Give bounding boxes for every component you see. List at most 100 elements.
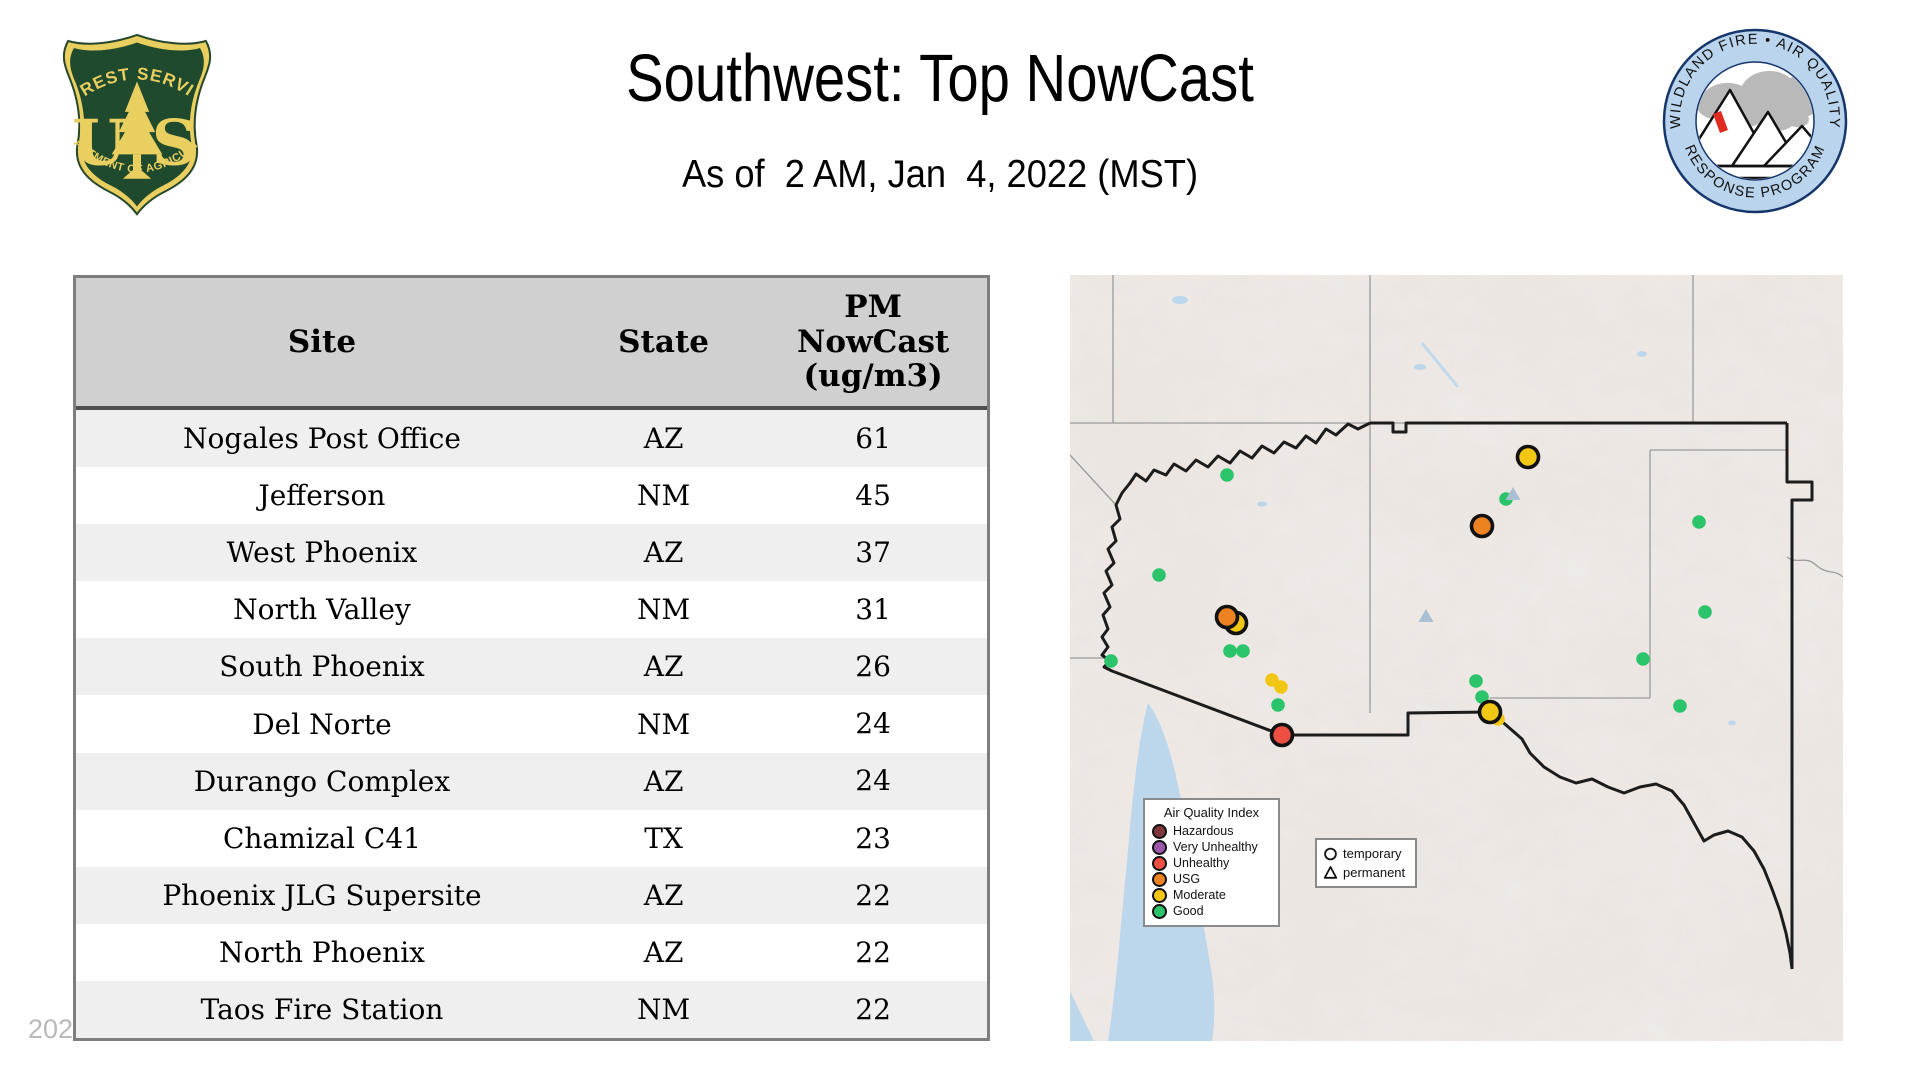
marker-good [1673, 699, 1687, 713]
site-cell: West Phoenix [226, 536, 418, 570]
aqi-legend-label: USG [1173, 872, 1201, 886]
site-cell: Phoenix JLG Supersite [162, 878, 482, 912]
usg-dot-icon [1152, 871, 1167, 887]
good-dot-icon [1152, 903, 1167, 919]
site-table-body: Nogales Post Office AZ 61 Jefferson NM 45 West… [76, 410, 987, 1039]
column-header-value: PM NowCast (ug/m3) [796, 288, 950, 395]
marker-good [1104, 654, 1118, 668]
site-cell: North Valley [233, 593, 411, 627]
temporary-circle-icon [1324, 847, 1337, 861]
marker-usg-ringed [1214, 604, 1240, 630]
aqi-legend-item-hazardous: Hazardous [1152, 823, 1271, 839]
marker-good [1271, 698, 1285, 712]
state-cell: AZ [643, 536, 684, 570]
aqi-legend-item-moderate: Moderate [1152, 887, 1271, 903]
marker-moderate-ringed [1515, 444, 1541, 470]
slide-header: Southwest: Top NowCast As of 2 AM, Jan 4… [230, 40, 1650, 197]
state-cell: AZ [643, 764, 684, 798]
site-cell: Durango Complex [193, 764, 451, 798]
usfs-letter-u: U [72, 106, 127, 180]
moderate-dot-icon [1152, 887, 1167, 903]
wfaqrp-logo: WILDLAND FIRE • AIR QUALITY RESPONSE PRO… [1660, 26, 1850, 221]
aqi-legend-title: Air Quality Index [1163, 805, 1260, 820]
state-cell: AZ [643, 878, 684, 912]
permanent-label: permanent [1343, 865, 1406, 880]
page-subtitle: As of 2 AM, Jan 4, 2022 (MST) [681, 153, 1199, 196]
table-row: Nogales Post Office AZ 61 [76, 410, 987, 468]
site-cell: Nogales Post Office [183, 422, 461, 456]
marker-good [1220, 468, 1234, 482]
aqi-legend: Air Quality Index Hazardous Very Unhealth… [1143, 798, 1280, 927]
marker-good [1698, 605, 1712, 619]
aqi-legend-label: Good [1173, 904, 1204, 918]
table-row: Chamizal C41 TX 23 [76, 809, 987, 867]
value-cell: 26 [855, 650, 891, 684]
wfaqrp-seal-icon: WILDLAND FIRE • AIR QUALITY RESPONSE PRO… [1662, 28, 1848, 214]
table-row: Taos Fire Station NM 22 [76, 980, 987, 1039]
usfs-logo: FOREST SERVICE U S DEPARTMENT OF AGRICUL… [49, 13, 218, 223]
value-cell: 23 [855, 821, 891, 855]
value-cell: 22 [855, 992, 891, 1026]
flame-mark-icon [1713, 111, 1728, 133]
marker-usg-ringed [1469, 513, 1495, 539]
marker-good [1692, 515, 1706, 529]
marker-good [1152, 568, 1166, 582]
aqi-legend-item-very_unhealthy: Very Unhealthy [1152, 839, 1271, 855]
marker-good [1469, 674, 1483, 688]
marker-moderate-ringed [1477, 699, 1503, 725]
state-cell: NM [637, 479, 691, 513]
table-row: Phoenix JLG Supersite AZ 22 [76, 866, 987, 924]
aqi-legend-label: Moderate [1173, 888, 1226, 902]
value-cell: 45 [855, 478, 891, 512]
site-cell: Chamizal C41 [222, 821, 421, 855]
value-cell: 61 [855, 421, 891, 455]
table-row: Jefferson NM 45 [76, 467, 987, 525]
site-cell: North Phoenix [218, 935, 425, 969]
table-row: Del Norte NM 24 [76, 695, 987, 753]
region-boundary [1100, 421, 1814, 970]
table-row: West Phoenix AZ 37 [76, 524, 987, 582]
site-cell: Taos Fire Station [200, 992, 444, 1026]
marker-good [1636, 652, 1650, 666]
symbol-legend: temporary permanent [1315, 838, 1417, 888]
hazardous-dot-icon [1152, 823, 1167, 839]
table-header-row: Site State PM NowCast (ug/m3) [76, 278, 987, 410]
site-cell: South Phoenix [219, 650, 425, 684]
value-cell: 37 [855, 536, 891, 570]
marker-good [1223, 644, 1237, 658]
permanent-triangle-icon [1323, 866, 1338, 879]
state-cell: NM [637, 707, 691, 741]
unhealthy-dot-icon [1152, 855, 1167, 871]
state-cell: NM [637, 593, 691, 627]
symbol-legend-row-permanent: permanent [1323, 863, 1409, 882]
state-cell: TX [644, 821, 683, 855]
page-title: Southwest: Top NowCast [626, 41, 1254, 116]
aqi-legend-item-good: Good [1152, 903, 1271, 919]
aqi-legend-label: Very Unhealthy [1173, 840, 1258, 854]
marker-permanent [1505, 487, 1521, 500]
very_unhealthy-dot-icon [1152, 839, 1167, 855]
value-cell: 24 [855, 707, 891, 741]
state-cell: AZ [643, 422, 684, 456]
temporary-label: temporary [1343, 846, 1402, 861]
marker-unhealthy-ringed [1269, 722, 1295, 748]
southwest-map: Air Quality Index Hazardous Very Unhealth… [1070, 275, 1843, 1041]
aqi-legend-items: Hazardous Very Unhealthy Unhealthy USG Moder… [1152, 823, 1271, 919]
site-cell: Jefferson [258, 479, 386, 513]
aqi-legend-item-unhealthy: Unhealthy [1152, 855, 1271, 871]
table-row: Durango Complex AZ 24 [76, 752, 987, 810]
state-cell: AZ [643, 935, 684, 969]
marker-permanent [1418, 609, 1434, 622]
site-cell: Del Norte [252, 707, 392, 741]
table-row: South Phoenix AZ 26 [76, 638, 987, 696]
value-cell: 22 [855, 878, 891, 912]
aqi-legend-item-usg: USG [1152, 871, 1271, 887]
nowcast-table: Site State PM NowCast (ug/m3) Nogales Po… [73, 275, 990, 1041]
table-row: North Valley NM 31 [76, 581, 987, 639]
state-cell: NM [637, 992, 691, 1026]
aqi-legend-label: Hazardous [1173, 824, 1234, 838]
state-cell: AZ [643, 650, 684, 684]
aqi-legend-label: Unhealthy [1173, 856, 1230, 870]
marker-good [1475, 690, 1489, 704]
column-header-state: State [618, 324, 709, 360]
